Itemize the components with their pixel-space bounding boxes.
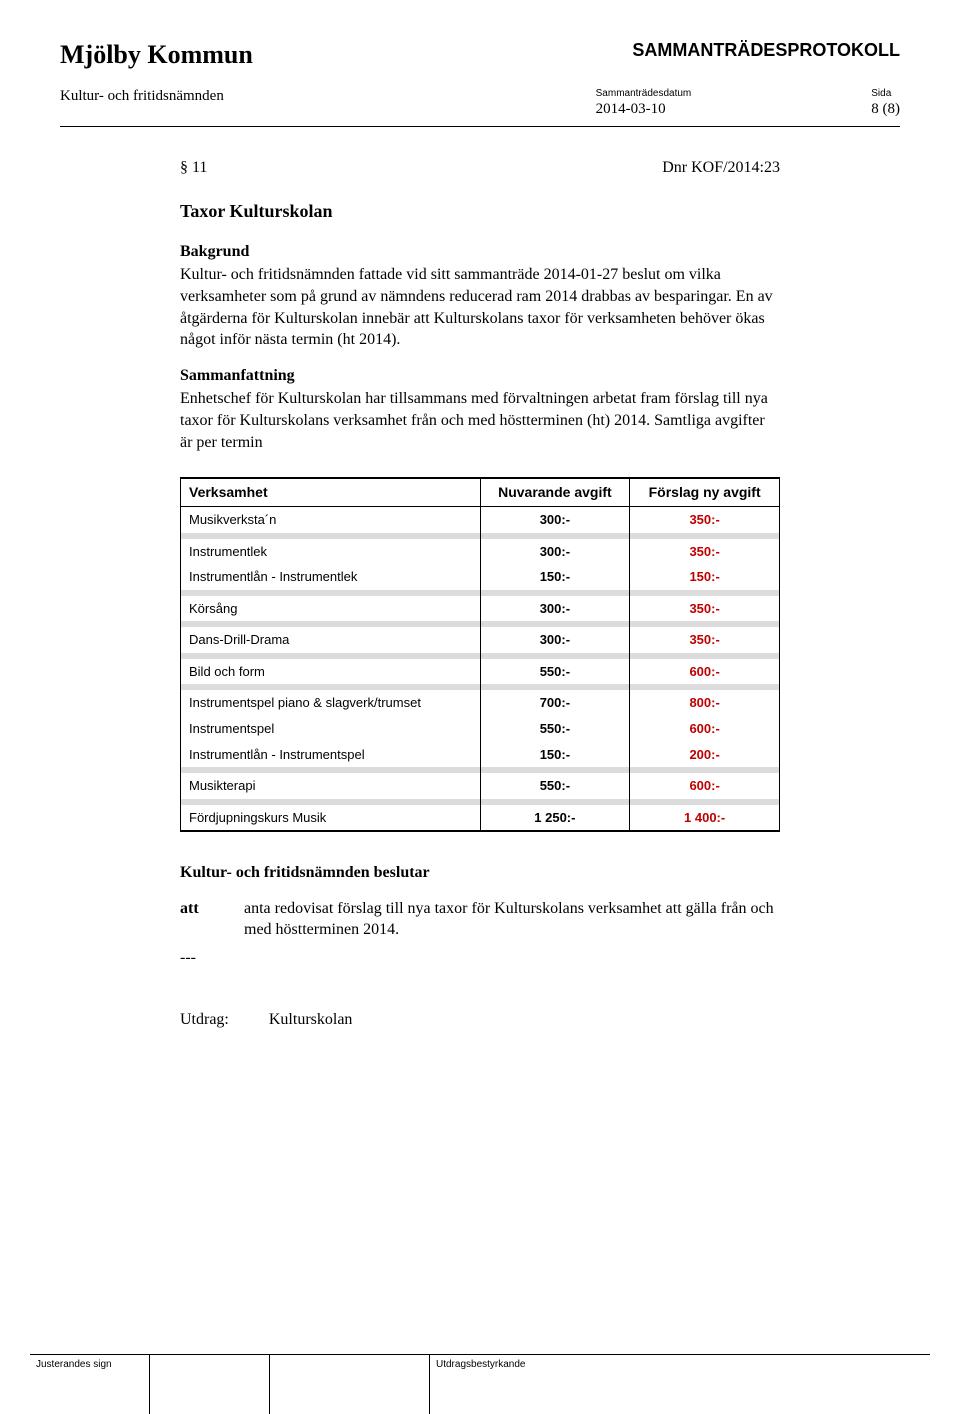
- row-new-fee: 350:-: [630, 539, 780, 565]
- table-row: Fördjupningskurs Musik1 250:-1 400:-: [181, 805, 780, 832]
- utdrag-label: Utdrag:: [180, 1009, 229, 1031]
- doc-type: SAMMANTRÄDESPROTOKOLL: [632, 40, 900, 61]
- row-new-fee: 600:-: [630, 716, 780, 742]
- row-current-fee: 550:-: [480, 716, 630, 742]
- row-name: Instrumentspel piano & slagverk/trumset: [181, 690, 481, 716]
- row-name: Instrumentlån - Instrumentlek: [181, 564, 481, 590]
- table-header-forslag: Förslag ny avgift: [630, 478, 780, 506]
- page-number: 8 (8): [871, 101, 900, 117]
- table-row: Instrumentlån - Instrumentspel150:-200:-: [181, 742, 780, 768]
- section-number: § 11: [180, 157, 207, 179]
- page-label: Sida: [871, 88, 900, 99]
- row-new-fee: 350:-: [630, 596, 780, 622]
- row-new-fee: 350:-: [630, 627, 780, 653]
- row-new-fee: 350:-: [630, 507, 780, 533]
- utdragsbestyrkande-label: Utdragsbestyrkande: [430, 1355, 930, 1414]
- row-current-fee: 700:-: [480, 690, 630, 716]
- table-row: Dans-Drill-Drama300:-350:-: [181, 627, 780, 653]
- decision-heading: Kultur- och fritidsnämnden beslutar: [180, 862, 780, 884]
- row-current-fee: 300:-: [480, 627, 630, 653]
- row-name: Dans-Drill-Drama: [181, 627, 481, 653]
- document-title: Taxor Kulturskolan: [180, 199, 780, 223]
- row-current-fee: 150:-: [480, 742, 630, 768]
- row-name: Bild och form: [181, 659, 481, 685]
- decision-separator: ---: [180, 947, 780, 969]
- fee-table: Verksamhet Nuvarande avgift Förslag ny a…: [180, 477, 780, 832]
- row-current-fee: 150:-: [480, 564, 630, 590]
- row-current-fee: 550:-: [480, 773, 630, 799]
- table-row: Instrumentspel550:-600:-: [181, 716, 780, 742]
- footer-empty-cell-2: [270, 1355, 430, 1414]
- decision-att-label: att: [180, 898, 220, 941]
- justerandes-sign-label: Justerandes sign: [30, 1355, 150, 1414]
- sammanfattning-text: Enhetschef för Kulturskolan har tillsamm…: [180, 388, 780, 453]
- row-name: Fördjupningskurs Musik: [181, 805, 481, 832]
- table-row: Instrumentspel piano & slagverk/trumset7…: [181, 690, 780, 716]
- row-current-fee: 300:-: [480, 596, 630, 622]
- row-current-fee: 300:-: [480, 507, 630, 533]
- diary-number: Dnr KOF/2014:23: [662, 157, 780, 179]
- committee-name: Kultur- och fritidsnämnden: [60, 88, 224, 118]
- table-row: Instrumentlek300:-350:-: [181, 539, 780, 565]
- row-name: Instrumentspel: [181, 716, 481, 742]
- meeting-date: 2014-03-10: [596, 101, 666, 117]
- table-row: Musikverksta´n300:-350:-: [181, 507, 780, 533]
- row-current-fee: 1 250:-: [480, 805, 630, 832]
- table-row: Instrumentlån - Instrumentlek150:-150:-: [181, 564, 780, 590]
- footer-empty-cell-1: [150, 1355, 270, 1414]
- header-divider: [60, 126, 900, 127]
- table-header-nuvarande: Nuvarande avgift: [480, 478, 630, 506]
- row-current-fee: 550:-: [480, 659, 630, 685]
- meeting-date-label: Sammanträdesdatum: [596, 88, 692, 99]
- row-name: Musikterapi: [181, 773, 481, 799]
- table-header-verksamhet: Verksamhet: [181, 478, 481, 506]
- row-new-fee: 150:-: [630, 564, 780, 590]
- row-current-fee: 300:-: [480, 539, 630, 565]
- sammanfattning-heading: Sammanfattning: [180, 365, 780, 387]
- row-new-fee: 800:-: [630, 690, 780, 716]
- table-row: Körsång300:-350:-: [181, 596, 780, 622]
- row-name: Musikverksta´n: [181, 507, 481, 533]
- row-name: Körsång: [181, 596, 481, 622]
- row-new-fee: 1 400:-: [630, 805, 780, 832]
- row-name: Instrumentlek: [181, 539, 481, 565]
- table-row: Musikterapi550:-600:-: [181, 773, 780, 799]
- org-name: Mjölby Kommun: [60, 40, 253, 70]
- utdrag-value: Kulturskolan: [269, 1009, 353, 1031]
- row-new-fee: 600:-: [630, 773, 780, 799]
- row-new-fee: 200:-: [630, 742, 780, 768]
- bakgrund-text: Kultur- och fritidsnämnden fattade vid s…: [180, 264, 780, 350]
- row-new-fee: 600:-: [630, 659, 780, 685]
- table-row: Bild och form550:-600:-: [181, 659, 780, 685]
- page-footer: Justerandes sign Utdragsbestyrkande: [0, 1354, 960, 1414]
- row-name: Instrumentlån - Instrumentspel: [181, 742, 481, 768]
- bakgrund-heading: Bakgrund: [180, 241, 780, 263]
- decision-text: anta redovisat förslag till nya taxor fö…: [244, 898, 780, 941]
